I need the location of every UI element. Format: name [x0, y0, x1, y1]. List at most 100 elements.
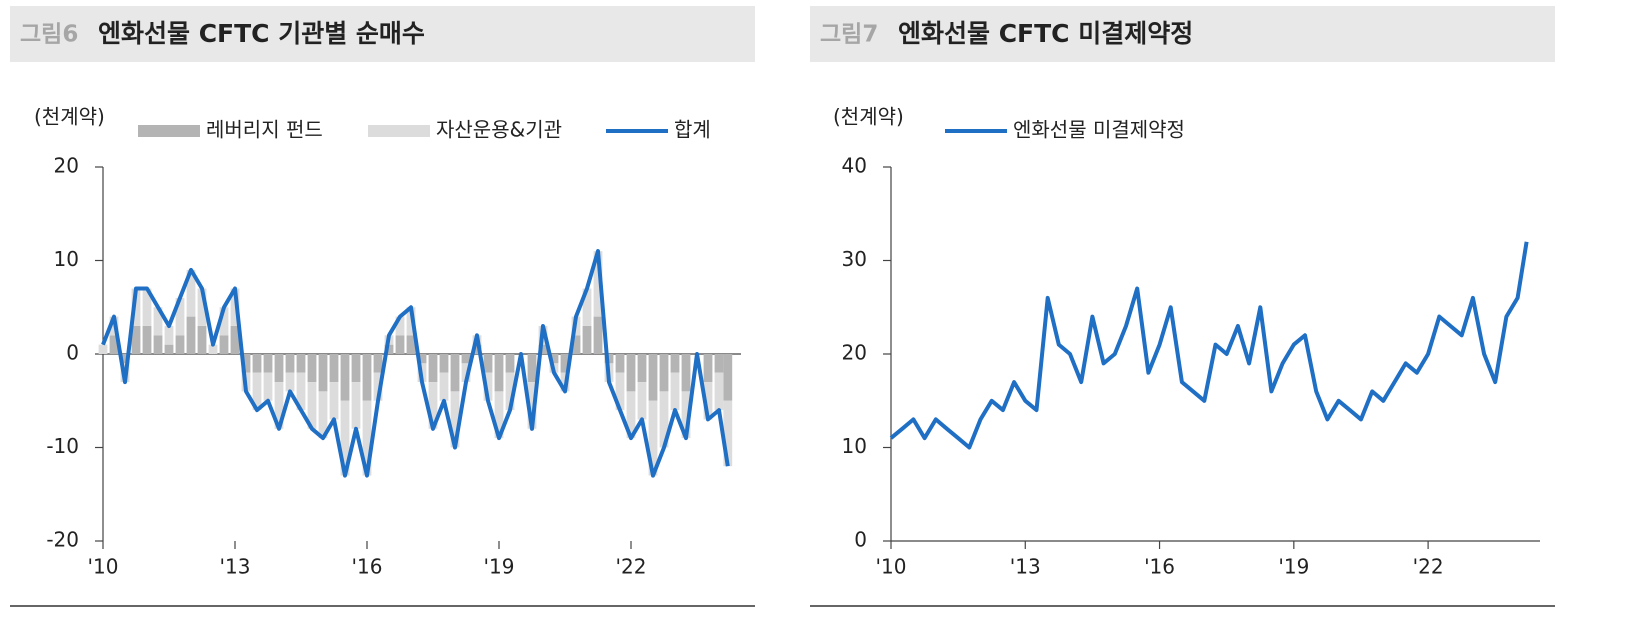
bar — [131, 288, 141, 326]
bar — [714, 372, 724, 411]
legend-swatch — [368, 125, 430, 137]
bar — [670, 372, 680, 411]
bar — [208, 344, 218, 354]
bar — [197, 288, 207, 326]
bar — [505, 354, 515, 373]
bar — [428, 382, 438, 429]
bar — [461, 354, 471, 364]
bar — [329, 354, 339, 383]
x-tick-label: '22 — [1413, 555, 1444, 579]
bar — [395, 335, 405, 354]
bar — [417, 354, 427, 364]
bar — [659, 354, 669, 392]
legend-swatch — [138, 125, 200, 137]
bar — [582, 288, 592, 326]
bar — [219, 307, 229, 336]
y-tick-label: 20 — [842, 341, 867, 365]
bar — [406, 307, 416, 336]
bar — [472, 344, 482, 354]
y-tick-label: 10 — [54, 247, 79, 271]
bar — [571, 335, 581, 354]
bar — [538, 344, 548, 354]
bar — [406, 335, 416, 354]
bar — [384, 344, 394, 354]
bar — [252, 372, 262, 411]
bar — [186, 316, 196, 354]
bar — [723, 354, 733, 401]
series-line — [101, 249, 730, 478]
bar — [681, 354, 691, 392]
bar — [723, 400, 733, 467]
bar — [153, 307, 163, 336]
bar — [637, 354, 647, 383]
bar — [274, 382, 284, 429]
bar — [362, 400, 372, 476]
bar — [263, 354, 273, 373]
bar — [560, 354, 570, 373]
x-tick-label: '19 — [484, 555, 515, 579]
bar — [263, 372, 273, 401]
bar — [626, 391, 636, 439]
series-line — [889, 241, 1529, 450]
bar — [450, 354, 460, 392]
figure-label: 그림6 — [20, 22, 78, 48]
bar — [483, 354, 493, 373]
bar — [142, 288, 152, 326]
y-tick-label: 10 — [842, 434, 867, 458]
bar — [296, 354, 306, 373]
bar — [219, 335, 229, 354]
bar — [285, 354, 295, 373]
bar — [648, 400, 658, 476]
bar — [483, 372, 493, 401]
y-tick-label: 0 — [854, 528, 867, 552]
bar — [659, 391, 669, 448]
bar — [340, 400, 350, 476]
legend-label: 레버리지 펀드 — [206, 118, 323, 142]
bar — [164, 325, 174, 345]
bar — [428, 354, 438, 383]
bar — [714, 354, 724, 373]
bar — [582, 325, 592, 354]
bar — [296, 372, 306, 411]
bar — [351, 354, 361, 383]
bar — [373, 354, 383, 373]
bar — [527, 382, 537, 429]
bar — [175, 297, 185, 336]
bar — [681, 391, 691, 439]
header-bar — [10, 6, 755, 62]
bar — [593, 251, 603, 317]
bar — [285, 372, 295, 392]
bar — [186, 269, 196, 317]
legend-label: 합계 — [674, 118, 711, 142]
y-unit-label: (천계약) — [34, 105, 105, 129]
bar — [593, 316, 603, 354]
bar — [549, 354, 559, 364]
x-tick-label: '19 — [1278, 555, 1309, 579]
bar — [340, 354, 350, 401]
bar — [494, 354, 504, 392]
bar — [494, 391, 504, 439]
bar — [637, 382, 647, 420]
bar — [109, 335, 119, 354]
x-tick-label: '16 — [352, 555, 383, 579]
bar — [527, 354, 537, 383]
y-tick-label: 20 — [54, 154, 79, 178]
y-tick-label: -20 — [46, 528, 79, 552]
x-tick-label: '13 — [1010, 555, 1041, 579]
x-tick-label: '22 — [616, 555, 647, 579]
bar — [505, 372, 515, 411]
bar — [175, 335, 185, 354]
x-tick-label: '16 — [1144, 555, 1175, 579]
x-tick-label: '10 — [88, 555, 119, 579]
y-tick-label: 30 — [842, 247, 867, 271]
bar — [153, 335, 163, 354]
y-tick-label: -10 — [46, 434, 79, 458]
bar — [615, 354, 625, 373]
bar — [626, 354, 636, 392]
y-tick-label: 40 — [842, 154, 867, 178]
bar — [307, 354, 317, 383]
bar — [703, 382, 713, 420]
bar — [395, 316, 405, 336]
bar — [307, 382, 317, 429]
